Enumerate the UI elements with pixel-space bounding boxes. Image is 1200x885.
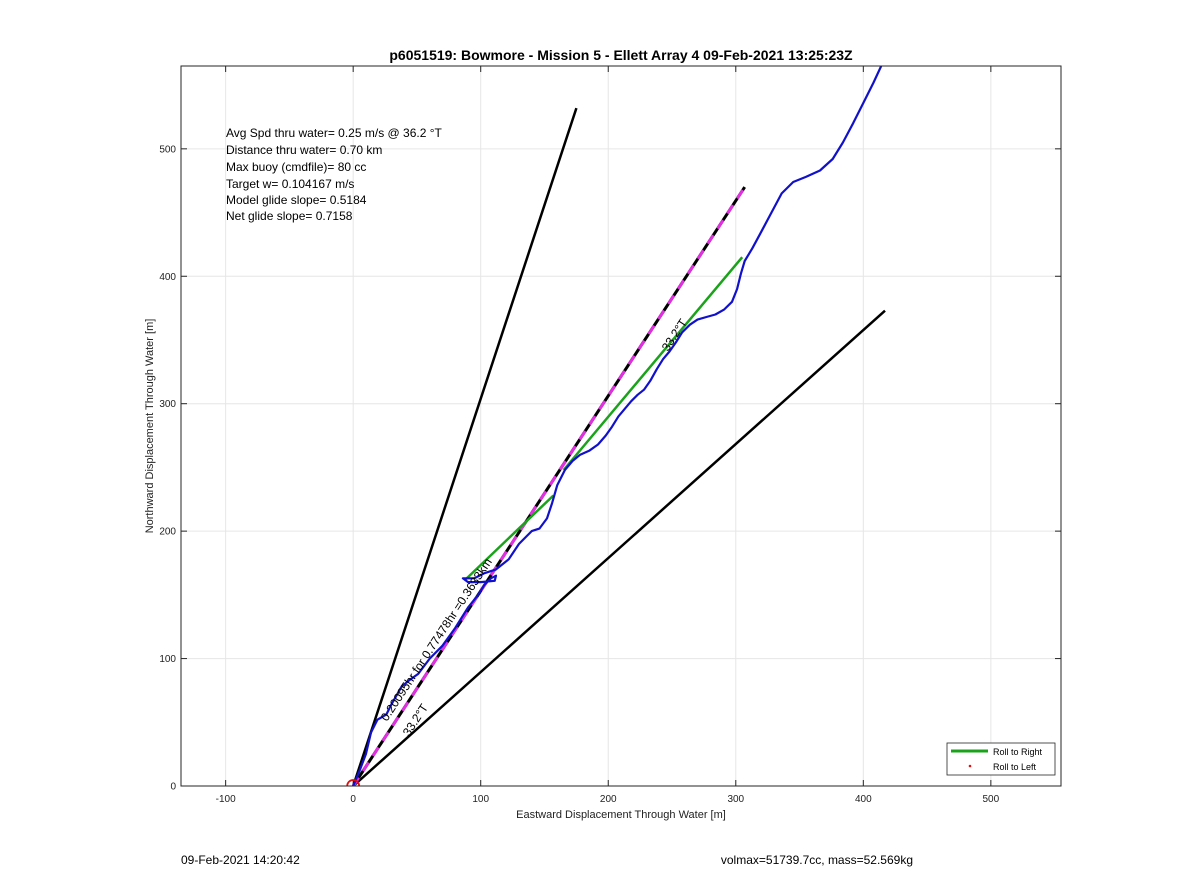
footer-timestamp: 09-Feb-2021 14:20:42 bbox=[181, 853, 300, 867]
series-layer bbox=[346, 66, 886, 786]
x-tick-label: 0 bbox=[350, 794, 356, 805]
stat-target-w: Target w= 0.104167 m/s bbox=[226, 177, 354, 191]
x-tick-label: -100 bbox=[216, 794, 236, 805]
x-tick-label: 500 bbox=[983, 794, 1000, 805]
series-track bbox=[352, 66, 883, 786]
footer-mass-info: volmax=51739.7cc, mass=52.569kg bbox=[721, 853, 913, 867]
x-tick-label: 200 bbox=[600, 794, 617, 805]
y-tick-label: 400 bbox=[159, 272, 176, 283]
x-tick-label: 100 bbox=[472, 794, 489, 805]
series-heading-cone-right bbox=[352, 309, 886, 786]
y-tick-label: 0 bbox=[170, 782, 176, 793]
stat-distance: Distance thru water= 0.70 km bbox=[226, 143, 382, 157]
y-tick-label: 500 bbox=[159, 144, 176, 155]
stat-avg-speed: Avg Spd thru water= 0.25 m/s @ 36.2 °T bbox=[226, 126, 443, 140]
y-tick-label: 300 bbox=[159, 399, 176, 410]
y-tick-label: 100 bbox=[159, 654, 176, 665]
y-tick-label: 200 bbox=[159, 527, 176, 538]
legend-label-roll-right: Roll to Right bbox=[993, 747, 1043, 757]
stat-net-glide-slope: Net glide slope= 0.7158 bbox=[226, 209, 353, 223]
origin-marker bbox=[346, 779, 361, 786]
x-axis-label: Eastward Displacement Through Water [m] bbox=[516, 809, 726, 821]
series-heading-cone-left bbox=[352, 107, 578, 786]
plot-area bbox=[181, 66, 1061, 786]
ticks: -100 0 100 200 300 400 500 0 100 200 300 400 500 bbox=[159, 66, 1061, 805]
y-axis-label: Northward Displacement Through Water [m] bbox=[144, 319, 156, 534]
stats-box: Avg Spd thru water= 0.25 m/s @ 36.2 °T D… bbox=[226, 126, 443, 223]
plot-frame bbox=[180, 65, 1062, 787]
series-heading-center-dash bbox=[351, 186, 746, 786]
series-roll-right-segment bbox=[464, 494, 555, 581]
legend-box bbox=[946, 742, 1056, 776]
stat-model-glide-slope: Model glide slope= 0.5184 bbox=[226, 193, 367, 207]
chart-title: p6051519: Bowmore - Mission 5 - Ellett A… bbox=[389, 47, 853, 63]
series-roll-right-segment bbox=[562, 256, 744, 471]
x-tick-label: 400 bbox=[855, 794, 872, 805]
stat-max-buoy: Max buoy (cmdfile)= 80 cc bbox=[226, 160, 366, 174]
legend-label-roll-left: Roll to Left bbox=[993, 762, 1037, 772]
legend-swatch-roll-left bbox=[968, 764, 972, 768]
legend: Roll to Right Roll to Left bbox=[946, 742, 1056, 776]
x-tick-label: 300 bbox=[727, 794, 744, 805]
